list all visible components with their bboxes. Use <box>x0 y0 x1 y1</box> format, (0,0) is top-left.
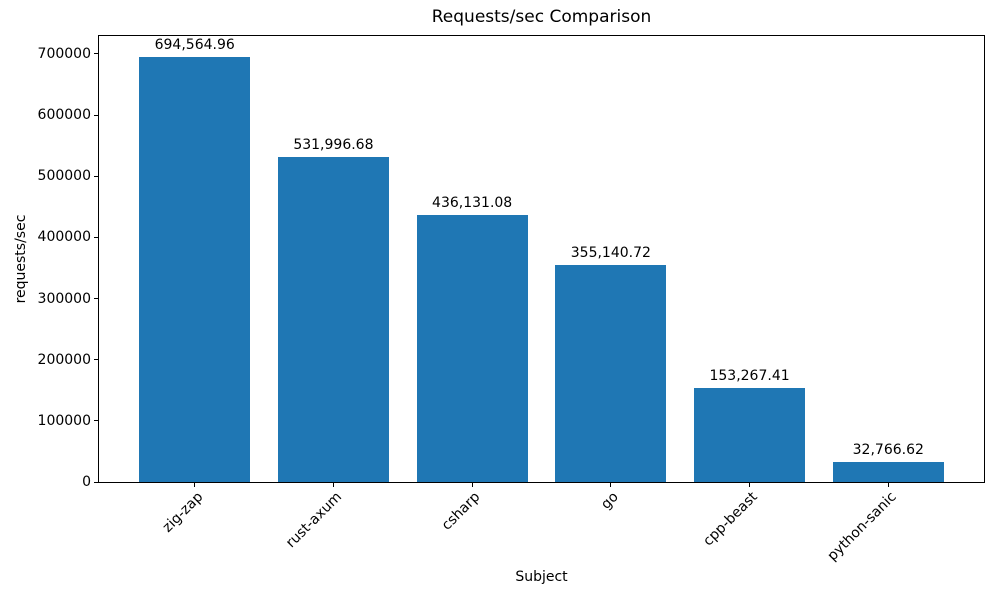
bar <box>555 264 667 482</box>
x-tick-label: zig-zap <box>159 489 207 536</box>
bar <box>139 57 251 482</box>
bar-value-label: 153,267.41 <box>709 368 790 385</box>
chart-title: Requests/sec Comparison <box>431 7 652 27</box>
y-tick-label: 100000 <box>37 412 91 429</box>
y-tick-label: 500000 <box>37 168 91 185</box>
bar-value-label: 531,996.68 <box>293 136 374 153</box>
y-tick-label: 600000 <box>37 107 91 124</box>
y-tick-mark <box>94 481 98 483</box>
x-tick-label: rust-axum <box>282 489 345 552</box>
bar <box>694 388 806 482</box>
y-tick-mark <box>94 359 98 361</box>
bar <box>416 215 528 482</box>
x-tick-label: python-sanic <box>824 489 900 565</box>
y-tick-mark <box>94 114 98 116</box>
x-tick-mark <box>749 483 751 487</box>
x-axis-label: Subject <box>515 569 568 585</box>
y-tick-label: 400000 <box>37 229 91 246</box>
y-axis-label: requests/sec <box>13 214 29 304</box>
bar-value-label: 436,131.08 <box>432 195 513 212</box>
x-tick-mark <box>610 483 612 487</box>
y-tick-label: 300000 <box>37 290 91 307</box>
x-tick-mark <box>332 483 334 487</box>
bar-value-label: 355,140.72 <box>570 244 651 261</box>
x-tick-label: csharp <box>438 489 484 534</box>
bar-value-label: 694,564.96 <box>154 37 235 54</box>
y-tick-label: 200000 <box>37 351 91 368</box>
bar <box>832 461 944 482</box>
x-tick-mark <box>887 483 889 487</box>
y-tick-mark <box>94 53 98 55</box>
plot-area: 0 100000 200000 300000 400000 500000 600000 700… <box>38 35 985 564</box>
y-tick-mark <box>94 420 98 422</box>
x-tick-mark <box>471 483 473 487</box>
y-tick-mark <box>94 236 98 238</box>
y-tick-mark <box>94 175 98 177</box>
x-tick-mark <box>194 483 196 487</box>
x-tick-label: cpp-beast <box>700 489 761 550</box>
y-tick-label: 0 <box>82 474 91 490</box>
x-tick-label: go <box>598 489 623 513</box>
y-tick-label: 700000 <box>37 45 91 62</box>
bar <box>277 156 389 482</box>
bar-value-label: 32,766.62 <box>852 441 924 458</box>
y-tick-mark <box>94 298 98 300</box>
